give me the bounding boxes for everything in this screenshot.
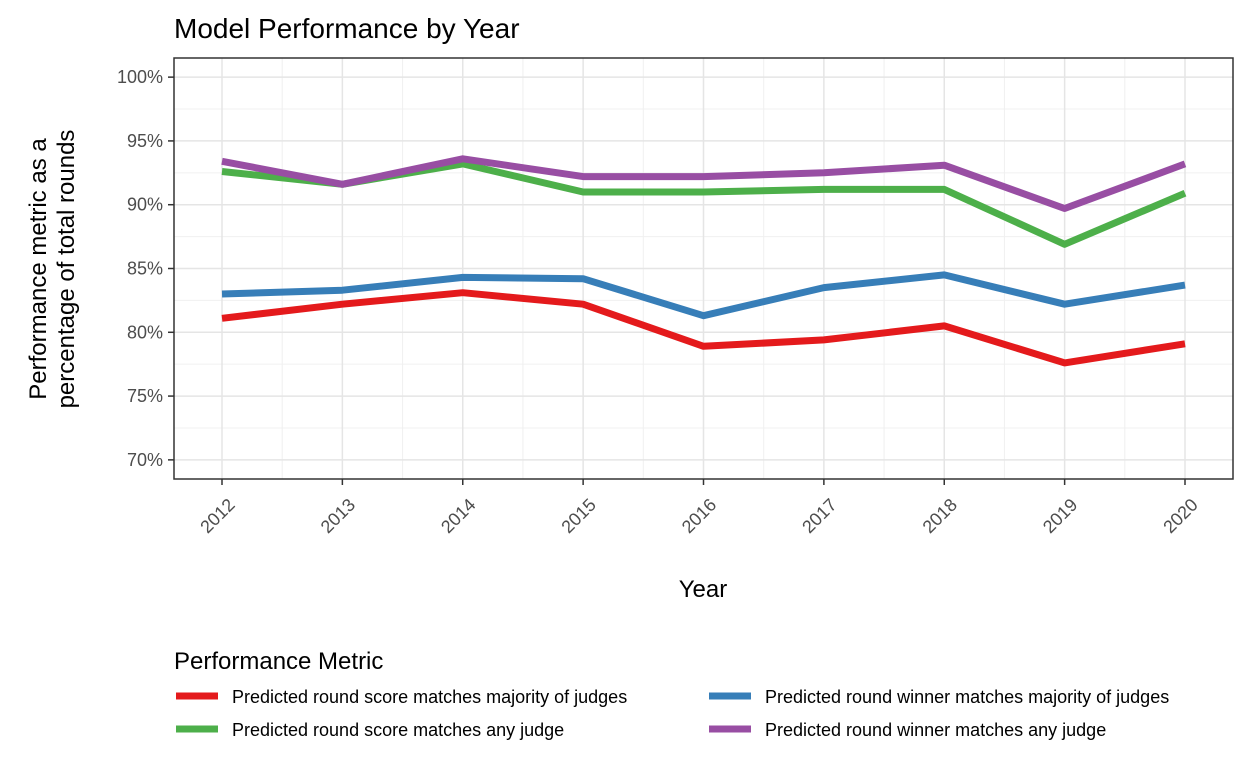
x-tick-label: 2014 [437,495,479,537]
legend-label: Predicted round winner matches majority … [765,687,1169,707]
y-tick-label: 85% [127,259,163,279]
y-tick-label: 95% [127,131,163,151]
y-axis-title-line: percentage of total rounds [53,130,80,409]
y-tick-label: 70% [127,450,163,470]
series-line [221,289,1186,367]
x-tick-label: 2012 [196,495,238,537]
x-tick-label: 2020 [1159,495,1201,537]
series-line [221,155,1187,212]
legend-title: Performance Metric [174,648,383,675]
x-tick-label: 2015 [557,495,599,537]
y-tick-label: 90% [127,195,163,215]
x-tick-label: 2013 [317,495,359,537]
series-group [221,155,1187,367]
y-axis-title: Performance metric as apercentage of tot… [25,130,80,409]
x-tick-label: 2016 [678,495,720,537]
x-tick-label: 2017 [798,495,840,537]
legend-label: Predicted round score matches any judge [232,720,564,740]
x-axis: 2012 2013 2014 2015 2016 2017 2018 2019 2020 [196,479,1202,537]
y-tick-label: 100% [117,67,163,87]
chart-title: Model Performance by Year [174,13,520,44]
y-axis: 70% 75% 80% 85% 90% 95% 100% [117,67,174,470]
y-tick-label: 75% [127,386,163,406]
series-line [221,271,1186,320]
plot-panel [173,57,1234,480]
legend-label: Predicted round winner matches any judge [765,720,1106,740]
legend-label: Predicted round score matches majority o… [232,687,627,707]
y-tick-label: 80% [127,322,163,342]
legend: Performance Metric Predicted round score… [174,648,1169,740]
x-tick-label: 2019 [1039,495,1081,537]
x-axis-title: Year [679,576,728,603]
y-axis-title-line: Performance metric as a [25,138,52,400]
x-tick-label: 2018 [919,495,961,537]
